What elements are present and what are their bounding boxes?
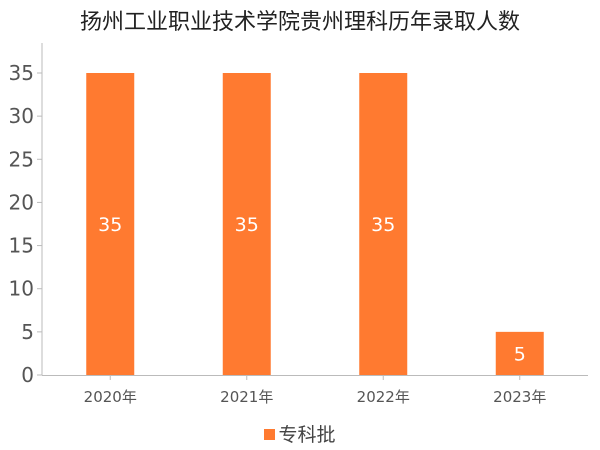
data-label: 35 [371,214,395,236]
legend-label: 专科批 [278,424,336,446]
x-tick-label: 2023年 [493,388,546,406]
chart-title: 扬州工业职业技术学院贵州理科历年录取人数 [79,10,520,35]
y-tick-label: 0 [21,363,34,387]
y-tick-label: 35 [9,61,34,85]
y-tick-label: 10 [9,277,34,301]
bar [222,73,271,375]
x-tick-label: 2022年 [357,388,410,406]
data-label: 35 [98,214,122,236]
bar [359,73,408,375]
data-label: 35 [235,214,259,236]
y-tick-label: 30 [9,104,34,128]
y-tick-label: 5 [21,320,34,344]
bar [495,331,544,375]
y-tick-label: 25 [9,147,34,171]
data-label: 5 [514,343,526,365]
x-tick-label: 2020年 [84,388,137,406]
bar [86,73,135,375]
x-tick-label: 2021年 [220,388,273,406]
legend[interactable]: 专科批 [0,420,600,447]
y-tick-label: 20 [9,190,34,214]
y-tick-label: 15 [9,234,34,258]
legend-swatch [264,429,276,440]
